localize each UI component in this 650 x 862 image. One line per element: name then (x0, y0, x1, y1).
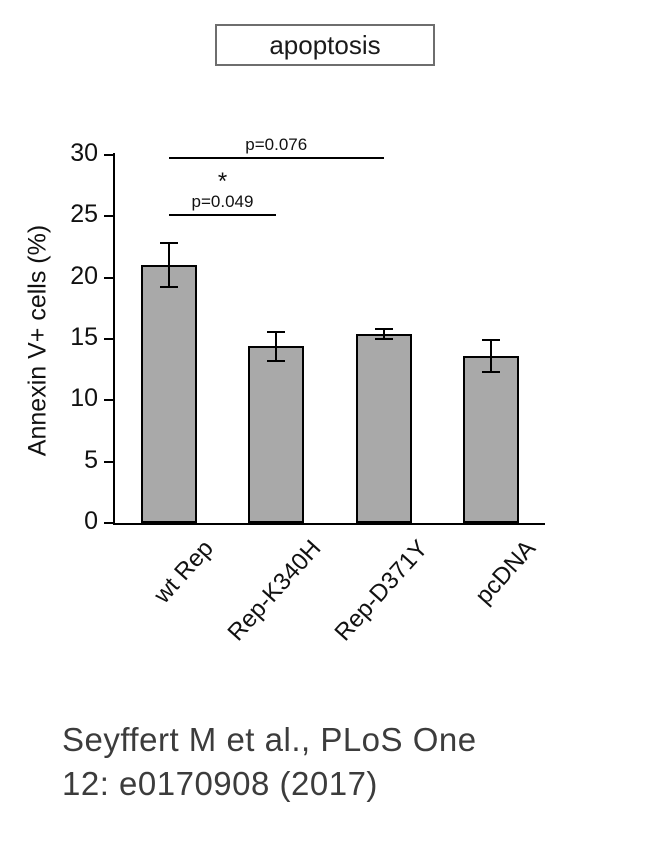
bar-2 (355, 334, 412, 523)
y-tick-label-15: 15 (70, 323, 98, 351)
y-tick-label-30: 30 (70, 139, 98, 167)
y-tick-mark-30 (104, 154, 113, 156)
significance-line-1 (168, 213, 277, 216)
error-bar-cap-bottom-3 (482, 371, 501, 374)
error-bar-cap-bottom-2 (374, 338, 393, 340)
error-bar-line-3 (490, 340, 493, 373)
y-tick-mark-20 (104, 276, 113, 279)
chart-title-box: apoptosis (215, 24, 435, 66)
x-tick-label-0: wt Rep (148, 535, 219, 609)
x-tick-label-1: Rep-K340H (222, 535, 327, 647)
error-bar-line-0 (167, 243, 170, 288)
y-axis-line (113, 153, 115, 525)
citation-line-1: Seyffert M et al., PLoS One (62, 721, 477, 758)
citation-line-2: 12: e0170908 (2017) (62, 764, 378, 802)
error-bar-cap-top-2 (374, 328, 393, 331)
error-bar-cap-top-0 (159, 242, 178, 245)
significance-star-1: * (217, 167, 228, 195)
bar-3 (463, 356, 520, 523)
error-bar-line-1 (275, 331, 278, 362)
chart-title: apoptosis (269, 30, 381, 60)
y-tick-label-0: 0 (84, 507, 98, 535)
y-tick-label-20: 20 (70, 261, 98, 290)
y-tick-mark-10 (104, 399, 113, 402)
y-tick-mark-25 (104, 215, 113, 218)
y-tick-label-5: 5 (84, 445, 98, 474)
significance-label-1: p=0.049 (191, 191, 254, 211)
error-bar-cap-top-1 (267, 330, 286, 333)
y-tick-mark-15 (104, 338, 113, 340)
y-tick-label-10: 10 (70, 384, 98, 413)
x-tick-label-2: Rep-D371Y (329, 535, 434, 647)
x-tick-label-3: pcDNA (470, 535, 542, 610)
y-tick-mark-5 (104, 460, 113, 463)
significance-label-0: p=0.076 (245, 135, 308, 155)
significance-line-0 (168, 157, 384, 160)
bar-1 (248, 346, 305, 523)
error-bar-cap-bottom-0 (159, 286, 178, 289)
error-bar-cap-top-3 (482, 339, 501, 342)
y-tick-label-25: 25 (70, 200, 98, 229)
y-tick-mark-0 (104, 522, 113, 524)
citation: Seyffert M et al., PLoS One 12: e0170908… (62, 718, 477, 805)
error-bar-cap-bottom-1 (267, 360, 286, 363)
bar-0 (140, 265, 197, 523)
x-axis-line (113, 523, 545, 525)
error-bar-line-2 (382, 329, 385, 339)
